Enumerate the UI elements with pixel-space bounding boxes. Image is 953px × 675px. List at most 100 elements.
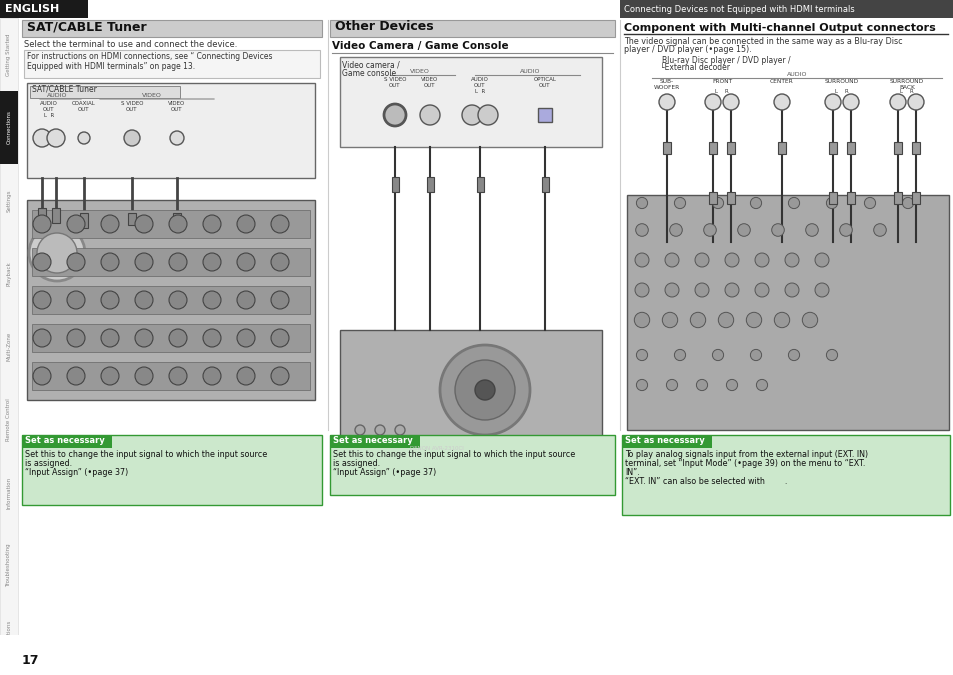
Circle shape [78,132,90,144]
Circle shape [135,253,152,271]
Circle shape [718,313,733,327]
Circle shape [669,223,681,236]
Circle shape [461,105,481,125]
Circle shape [703,223,716,236]
Circle shape [101,253,119,271]
Text: Blu-ray Disc player / DVD player /: Blu-ray Disc player / DVD player / [661,56,790,65]
Bar [708,142,717,154]
Circle shape [395,425,405,435]
Circle shape [271,253,289,271]
Bar [339,445,601,457]
Circle shape [124,130,140,146]
Text: VIDEO: VIDEO [142,93,162,98]
Circle shape [203,329,221,347]
Circle shape [67,291,85,309]
Text: AUDIO
OUT
L  R: AUDIO OUT L R [471,77,489,94]
Circle shape [33,291,51,309]
Bar [619,0,953,18]
Text: terminal, set “Input Mode” (•page 39) on the menu to “EXT.: terminal, set “Input Mode” (•page 39) on… [624,459,864,468]
Bar [32,248,310,276]
Circle shape [236,367,254,385]
Text: Video Camera / Game Console: Video Camera / Game Console [332,41,508,51]
Bar [32,362,310,390]
Circle shape [419,105,439,125]
Circle shape [712,350,722,360]
Circle shape [475,380,495,400]
Circle shape [787,197,799,209]
Circle shape [863,197,875,209]
Circle shape [664,283,679,297]
Text: Video camera /: Video camera / [341,61,399,70]
Text: AUDIO: AUDIO [47,93,67,98]
Bar [32,324,310,352]
Text: Getting Started: Getting Started [7,33,11,76]
Circle shape [33,253,51,271]
Bar [22,435,322,505]
Bar [778,142,785,154]
Circle shape [674,197,685,209]
Bar [846,192,854,204]
Bar [846,142,854,154]
Circle shape [67,253,85,271]
Text: To play analog signals input from the external input (EXT. IN): To play analog signals input from the ex… [624,450,867,459]
Circle shape [169,253,187,271]
Text: player / DVD player (•page 15).: player / DVD player (•page 15). [623,45,751,54]
Circle shape [814,283,828,297]
Circle shape [907,94,923,110]
Text: Troubleshooting: Troubleshooting [7,543,11,587]
Text: “Input Assign” (•page 37): “Input Assign” (•page 37) [333,468,436,477]
Circle shape [666,379,677,391]
Circle shape [37,233,77,273]
Bar [476,177,483,192]
Text: 17: 17 [22,654,39,667]
Text: “Input Assign” (•page 37): “Input Assign” (•page 37) [25,468,128,477]
Bar [911,192,919,204]
Text: S VIDEO
OUT: S VIDEO OUT [121,101,143,112]
Text: “EXT. IN” can also be selected with        .: “EXT. IN” can also be selected with . [624,477,786,486]
Circle shape [67,215,85,233]
Circle shape [169,367,187,385]
Circle shape [203,367,221,385]
Text: SAT/CABLE Tuner: SAT/CABLE Tuner [27,20,147,33]
Circle shape [754,253,768,267]
Text: Component with Multi-channel Output connectors: Component with Multi-channel Output conn… [623,23,935,33]
Circle shape [101,329,119,347]
Circle shape [825,197,837,209]
Bar [172,213,181,225]
Text: COAXIAL
OUT: COAXIAL OUT [72,101,95,112]
Text: SURROUND: SURROUND [824,79,858,84]
Circle shape [271,291,289,309]
Circle shape [169,291,187,309]
Bar [339,330,601,445]
Circle shape [839,223,851,236]
Text: Information: Information [7,477,11,508]
Circle shape [787,350,799,360]
Circle shape [135,329,152,347]
Bar [27,200,314,400]
Circle shape [690,313,705,327]
Text: AUDIO
OUT
L  R: AUDIO OUT L R [40,101,58,117]
Circle shape [805,223,818,236]
Bar [330,20,615,37]
Bar [621,435,711,448]
Circle shape [784,283,799,297]
Circle shape [47,129,65,147]
Text: Set this to change the input signal to which the input source: Set this to change the input signal to w… [333,450,575,459]
Text: Playback: Playback [7,261,11,286]
Circle shape [754,283,768,297]
Bar [22,435,112,448]
Text: CENTER: CENTER [769,79,793,84]
Circle shape [635,223,648,236]
Circle shape [889,94,905,110]
Bar [80,213,88,228]
Text: Remote Control: Remote Control [7,398,11,441]
Circle shape [745,313,760,327]
Circle shape [724,283,739,297]
Text: SUB-
WOOFER: SUB- WOOFER [653,79,679,90]
Text: IN”.: IN”. [624,468,639,477]
Circle shape [271,215,289,233]
Circle shape [635,283,648,297]
Text: Connections: Connections [7,111,11,144]
Bar [541,177,548,192]
Bar [27,83,314,178]
